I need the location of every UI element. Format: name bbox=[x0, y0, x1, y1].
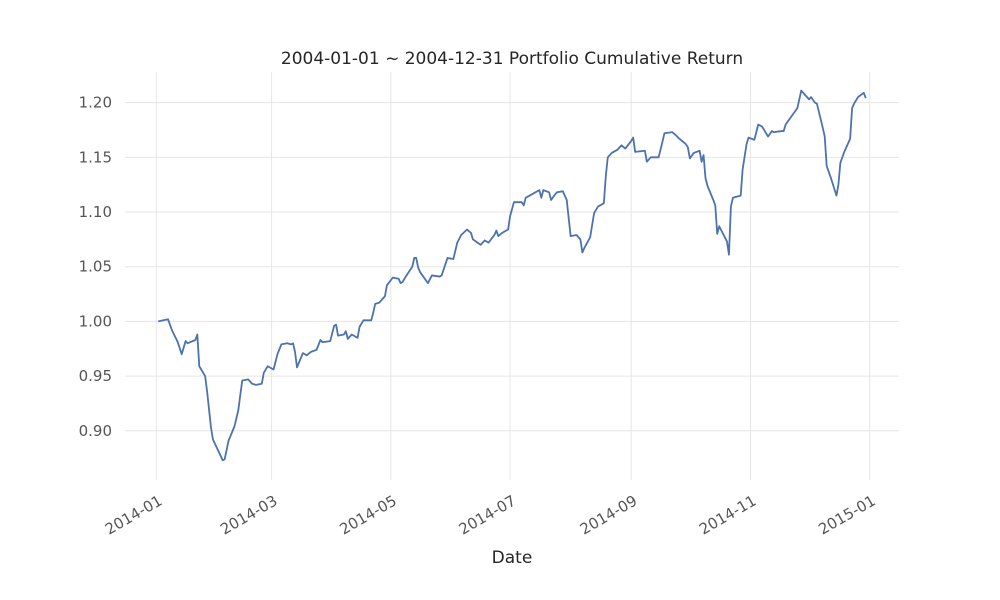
y-tick-label: 0.90 bbox=[79, 422, 112, 440]
x-axis-label: Date bbox=[492, 548, 533, 568]
y-tick-label: 1.10 bbox=[79, 203, 112, 221]
x-tick-label: 2014-07 bbox=[456, 492, 519, 539]
line bbox=[158, 89, 867, 462]
grid-layer bbox=[125, 72, 899, 480]
x-tick-label: 2014-09 bbox=[577, 492, 640, 539]
x-tick-label: 2014-03 bbox=[217, 492, 280, 539]
x-tick-label: 2014-11 bbox=[696, 492, 759, 539]
x-tick-label: 2014-05 bbox=[337, 492, 400, 539]
y-tick-label: 1.15 bbox=[79, 148, 112, 166]
x-tick-label: 2014-01 bbox=[102, 492, 165, 539]
y-tick-label: 0.95 bbox=[79, 367, 112, 385]
y-tick-label: 1.00 bbox=[79, 312, 112, 330]
y-tick-label: 1.20 bbox=[79, 94, 112, 112]
x-tick-label: 2015-01 bbox=[815, 492, 878, 539]
y-tick-label: 1.05 bbox=[79, 258, 112, 276]
chart-title: 2004-01-01 ~ 2004-12-31 Portfolio Cumula… bbox=[281, 49, 743, 69]
